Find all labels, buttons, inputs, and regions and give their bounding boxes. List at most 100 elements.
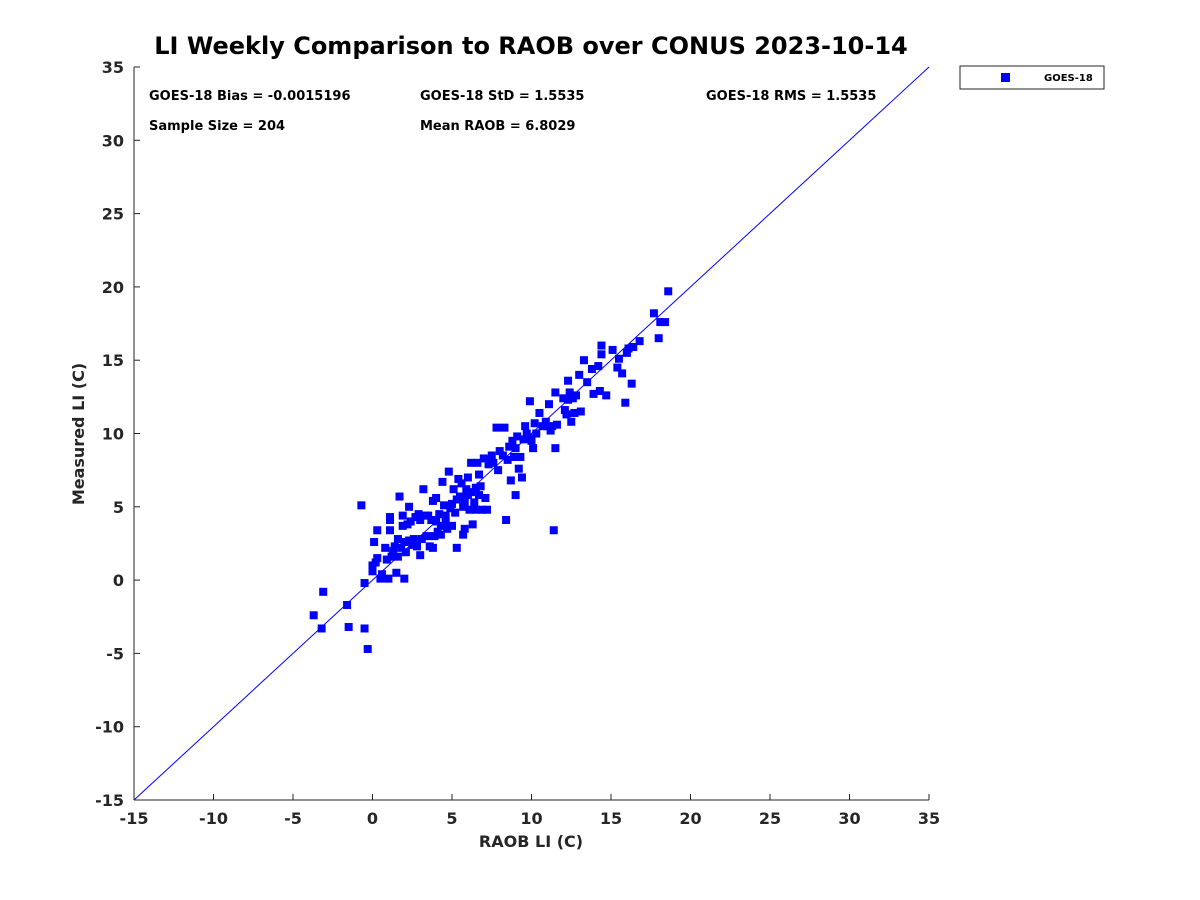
- data-point: [441, 518, 450, 527]
- x-tick-label: 15: [600, 809, 622, 828]
- data-point: [572, 391, 581, 400]
- y-tick-label: 20: [102, 278, 124, 297]
- data-point: [317, 624, 326, 633]
- data-point: [467, 488, 476, 497]
- data-point: [535, 408, 544, 417]
- data-point: [422, 532, 431, 541]
- data-point: [462, 485, 471, 494]
- reference-line-group: [133, 66, 930, 801]
- data-point: [622, 348, 631, 357]
- data-point: [473, 458, 482, 467]
- data-point: [470, 498, 479, 507]
- data-point: [393, 535, 402, 544]
- data-point: [624, 344, 633, 353]
- data-point: [613, 363, 622, 372]
- y-tick-label: 25: [102, 205, 124, 224]
- data-point: [416, 551, 425, 560]
- data-point: [635, 337, 644, 346]
- data-point: [529, 444, 538, 453]
- rms-annotation: GOES-18 RMS = 1.5535: [706, 89, 876, 104]
- data-point: [543, 422, 552, 431]
- data-point: [451, 508, 460, 517]
- plot-area: -15 -10 -5 0 5 10 15 20 25 30 35 -15 -10 -5 0 5 10 15 20 2…: [95, 58, 940, 828]
- y-axis-label: Measured LI (C): [69, 363, 88, 505]
- data-point: [551, 444, 560, 453]
- data-point: [570, 408, 579, 417]
- data-point: [343, 601, 352, 610]
- data-point: [401, 548, 410, 557]
- data-point: [459, 530, 468, 539]
- data-point: [436, 521, 445, 530]
- data-point: [460, 524, 469, 533]
- data-point: [511, 491, 520, 500]
- data-point: [541, 417, 550, 426]
- data-point: [400, 574, 409, 583]
- data-point: [597, 341, 606, 350]
- data-point: [405, 536, 414, 545]
- data-point: [373, 526, 382, 535]
- data-point: [438, 477, 447, 486]
- legend: GOES-18: [959, 65, 1105, 90]
- data-point: [478, 505, 487, 514]
- data-point: [532, 429, 541, 438]
- x-axis-label: RAOB LI (C): [479, 832, 583, 851]
- data-point: [517, 473, 526, 482]
- data-point: [656, 318, 665, 327]
- data-point: [544, 400, 553, 409]
- y-tick-label: -10: [95, 718, 124, 737]
- data-point: [371, 558, 380, 567]
- data-point: [567, 417, 576, 426]
- data-point: [522, 429, 531, 438]
- data-point: [444, 467, 453, 476]
- y-tick-label: 5: [113, 498, 124, 517]
- chart-title: LI Weekly Comparison to RAOB over CONUS …: [154, 32, 907, 60]
- data-point: [448, 521, 456, 530]
- data-point: [408, 540, 417, 549]
- data-point: [376, 574, 385, 583]
- data-point: [414, 510, 423, 519]
- data-point: [471, 483, 480, 492]
- data-point: [511, 444, 520, 453]
- data-point: [360, 579, 369, 588]
- sample-size-annotation: Sample Size = 204: [149, 119, 285, 134]
- y-tick-label: -15: [95, 791, 124, 810]
- y-tick-label: -5: [106, 644, 124, 663]
- data-point: [576, 407, 585, 416]
- data-point: [654, 334, 663, 343]
- data-point: [629, 343, 638, 352]
- data-point: [559, 394, 568, 403]
- data-point: [360, 624, 369, 633]
- data-point: [530, 419, 539, 428]
- data-point: [309, 611, 318, 620]
- data-point: [481, 494, 490, 503]
- data-point: [560, 406, 569, 415]
- data-point: [503, 455, 512, 464]
- x-tick-label: 30: [838, 809, 860, 828]
- data-point: [427, 515, 436, 524]
- data-point: [368, 567, 377, 576]
- data-point: [589, 389, 598, 398]
- data-point: [398, 511, 407, 520]
- data-point: [430, 532, 439, 541]
- data-point: [435, 510, 444, 519]
- data-point: [395, 492, 404, 501]
- data-point: [385, 513, 394, 522]
- data-point: [448, 499, 456, 508]
- data-point: [382, 555, 391, 564]
- data-point: [594, 362, 603, 371]
- data-point: [489, 458, 498, 467]
- data-point: [441, 511, 450, 520]
- data-point: [492, 423, 501, 432]
- data-point: [393, 552, 402, 561]
- data-point: [565, 388, 574, 397]
- data-point: [538, 422, 547, 431]
- data-point: [446, 504, 455, 513]
- bias-annotation: GOES-18 Bias = -0.0015196: [149, 89, 351, 104]
- data-point: [432, 517, 441, 526]
- y-tick-label: 0: [113, 571, 124, 590]
- data-point: [357, 501, 366, 510]
- data-point: [471, 505, 480, 514]
- data-point: [482, 505, 491, 514]
- data-point: [595, 386, 604, 395]
- data-point: [457, 479, 466, 488]
